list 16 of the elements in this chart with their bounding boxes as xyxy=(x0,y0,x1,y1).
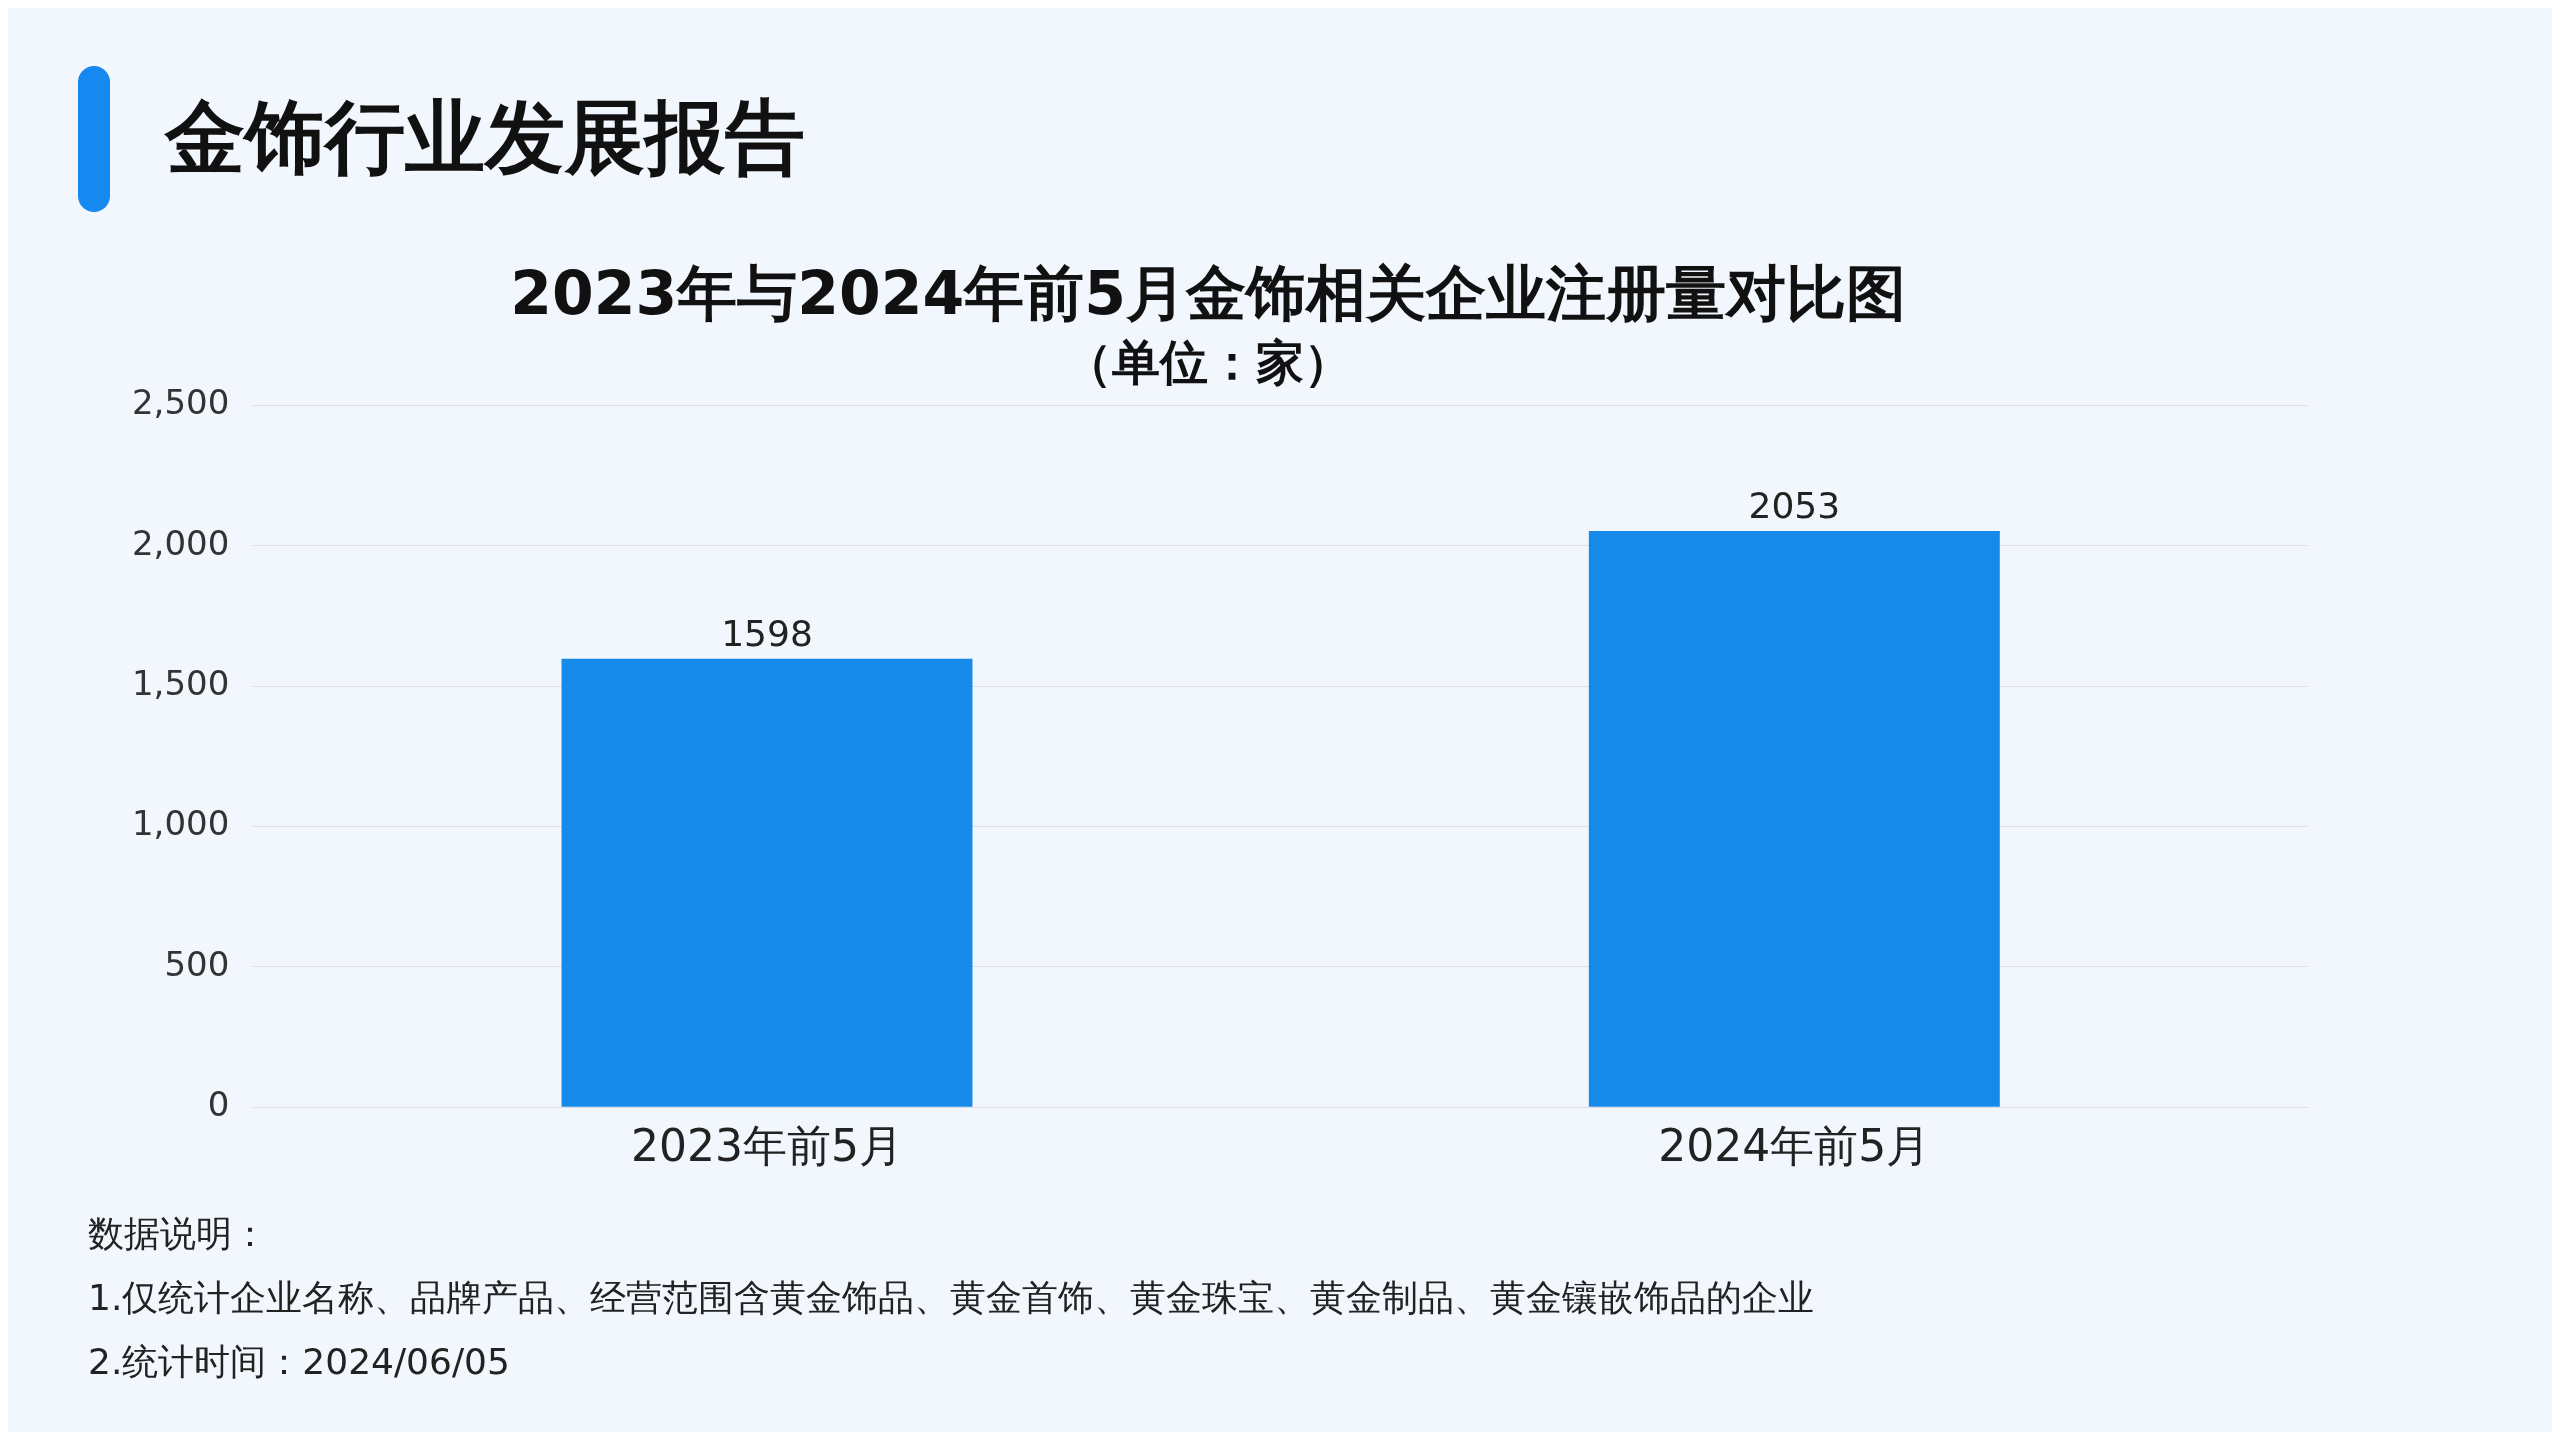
x-tick-label: 2024年前5月 xyxy=(1658,1120,1931,1172)
data-label: 2053 xyxy=(1748,485,1841,527)
text: 金饰行业发展报告 xyxy=(165,90,805,186)
text: 1.仅统计企业名称、品牌产品、经营范围含黄金饰品、黄金首饰、黄金珠宝、黄金制品、黄金镶嵌饰品的企业 xyxy=(88,1276,1816,1320)
y-tick-label: 1,000 xyxy=(131,803,230,844)
y-tick-label: 0 xyxy=(207,1084,230,1125)
y-tick-label: 1,500 xyxy=(131,663,230,704)
chart-title: 2023年与2024年前5月金饰相关企业注册量对比图 xyxy=(510,257,1906,328)
y-tick-label: 500 xyxy=(164,943,230,984)
text: 2.统计时间：2024/06/05 xyxy=(88,1340,511,1384)
data-label: 1598 xyxy=(721,613,813,655)
chart-subtitle: （单位：家） xyxy=(1064,334,1352,391)
x-tick-label: 2023年前5月 xyxy=(631,1120,903,1172)
text: 数据说明： xyxy=(88,1212,269,1256)
y-tick-label: 2,500 xyxy=(131,382,230,423)
y-tick-label: 2,000 xyxy=(131,522,230,563)
